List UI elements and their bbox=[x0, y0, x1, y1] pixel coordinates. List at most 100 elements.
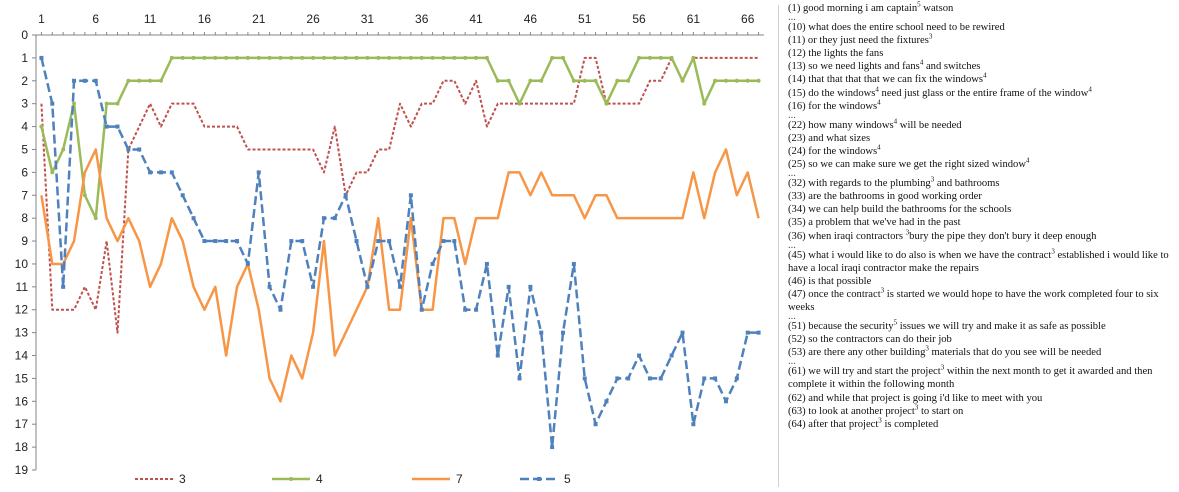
data-point bbox=[658, 376, 663, 381]
transcript-text: ... bbox=[788, 168, 796, 180]
transcript-ellipsis: ... bbox=[788, 311, 1176, 322]
transcript-line: (32) with regards to the plumbing3 and b… bbox=[788, 176, 1176, 190]
footnote-marker: 4 bbox=[893, 117, 898, 126]
data-point bbox=[713, 376, 718, 381]
legend-marker bbox=[537, 477, 541, 481]
x-tick-label: 11 bbox=[144, 12, 157, 26]
footnote-marker: 5 bbox=[893, 318, 898, 327]
data-point bbox=[669, 55, 674, 60]
data-point bbox=[213, 239, 218, 244]
data-point bbox=[582, 376, 587, 381]
data-point bbox=[191, 55, 196, 60]
data-point bbox=[180, 55, 185, 60]
y-tick-label: 6 bbox=[21, 165, 28, 179]
data-point bbox=[321, 55, 326, 60]
data-point bbox=[452, 55, 457, 60]
data-point bbox=[213, 55, 218, 60]
transcript-line: (15) do the windows4 need just glass or … bbox=[788, 85, 1176, 100]
transcript-line: (22) how many windows4 will be needed bbox=[788, 117, 1176, 132]
transcript-ellipsis: ... bbox=[788, 240, 1176, 251]
data-point bbox=[72, 101, 77, 106]
transcript-text-rest: and switches bbox=[923, 61, 981, 73]
data-point bbox=[691, 422, 696, 427]
data-point bbox=[539, 78, 544, 83]
transcript-line: (36) when iraqi contractors 3bury the pi… bbox=[788, 228, 1176, 243]
transcript-line: (23) and what sizes bbox=[788, 132, 1176, 145]
data-point bbox=[376, 55, 381, 60]
transcript-text: (63) to look at another project bbox=[788, 405, 915, 417]
x-tick-label: 21 bbox=[252, 12, 266, 26]
transcript-text: (23) and what sizes bbox=[788, 132, 871, 144]
data-point bbox=[604, 101, 609, 106]
x-tick-label: 61 bbox=[687, 12, 701, 26]
data-point bbox=[615, 78, 620, 83]
transcript-text-rest: issues we will try and make it as safe a… bbox=[897, 321, 1106, 333]
y-tick-label: 18 bbox=[15, 440, 29, 454]
transcript-text-rest: bury the pipe they don't bury it deep en… bbox=[909, 230, 1097, 242]
x-tick-label: 46 bbox=[524, 12, 538, 26]
data-point bbox=[408, 55, 413, 60]
transcript-text: (15) do the windows bbox=[788, 87, 876, 99]
data-point bbox=[235, 239, 240, 244]
legend-item-4: 4 bbox=[272, 472, 323, 486]
transcript-text-rest: and bathrooms bbox=[934, 178, 1000, 190]
legend-item-3: 3 bbox=[135, 472, 186, 486]
data-point bbox=[267, 55, 272, 60]
transcript-ellipsis: ... bbox=[788, 110, 1176, 121]
footnote-marker: 4 bbox=[983, 71, 987, 80]
y-tick-label: 12 bbox=[15, 303, 29, 317]
data-point bbox=[680, 330, 685, 335]
line-chart: 0 1 2 3 4 5 6 7 8 9 10 11 12 13 14 15 16 17 18 19 1 6 11 16 21 26… bbox=[15, 12, 764, 486]
y-tick-label: 0 bbox=[21, 28, 28, 42]
data-point bbox=[517, 376, 522, 381]
data-point bbox=[539, 330, 544, 335]
transcript-text: (10) what does the entire school need to… bbox=[788, 22, 1005, 34]
footnote-marker: 5 bbox=[917, 0, 921, 9]
transcript-text: (11) or they just need the fixtures bbox=[788, 35, 929, 47]
data-point bbox=[484, 261, 489, 266]
data-point bbox=[245, 261, 250, 266]
data-point bbox=[419, 307, 424, 312]
data-point bbox=[39, 124, 44, 129]
data-point bbox=[398, 284, 402, 289]
transcript-ellipsis: ... bbox=[788, 12, 1176, 24]
data-point bbox=[528, 78, 533, 83]
data-point bbox=[82, 78, 87, 83]
data-point bbox=[115, 124, 120, 129]
data-point bbox=[571, 78, 576, 83]
data-point bbox=[180, 193, 185, 198]
data-point bbox=[723, 399, 728, 404]
data-point bbox=[278, 307, 283, 312]
series-line-7 bbox=[40, 148, 760, 403]
data-point bbox=[506, 78, 511, 83]
data-point bbox=[343, 55, 348, 60]
transcript-text: (12) the lights the fans bbox=[788, 48, 884, 60]
transcript-ellipsis: ... bbox=[788, 168, 1176, 180]
data-point bbox=[387, 55, 392, 60]
transcript-text-rest: materials that do you see will be needed bbox=[928, 347, 1102, 359]
data-point bbox=[158, 78, 163, 83]
data-point bbox=[82, 193, 87, 198]
y-tick-label: 8 bbox=[21, 211, 28, 225]
footnote-marker: 4 bbox=[875, 85, 879, 94]
transcript-line: (63) to look at another project3 to star… bbox=[788, 404, 1176, 418]
legend-label: 4 bbox=[316, 472, 323, 486]
footnote-marker: 4 bbox=[919, 58, 924, 67]
transcript-text-rest: is started we would hope to have the wor… bbox=[788, 288, 1159, 313]
data-point bbox=[452, 239, 457, 244]
data-point bbox=[245, 55, 250, 60]
footnote-marker: 4 bbox=[877, 98, 881, 107]
data-point bbox=[256, 55, 261, 60]
transcript-text: ... bbox=[788, 12, 796, 24]
series-7 bbox=[40, 148, 760, 403]
data-point bbox=[441, 239, 446, 244]
data-point bbox=[626, 78, 631, 83]
data-point bbox=[680, 78, 685, 83]
x-tick-label: 56 bbox=[632, 12, 646, 26]
data-point bbox=[376, 239, 381, 244]
data-point bbox=[723, 78, 728, 83]
data-point bbox=[430, 55, 435, 60]
footnote-marker: 3 bbox=[878, 416, 882, 425]
transcript-text: (32) with regards to the plumbing bbox=[788, 178, 931, 190]
